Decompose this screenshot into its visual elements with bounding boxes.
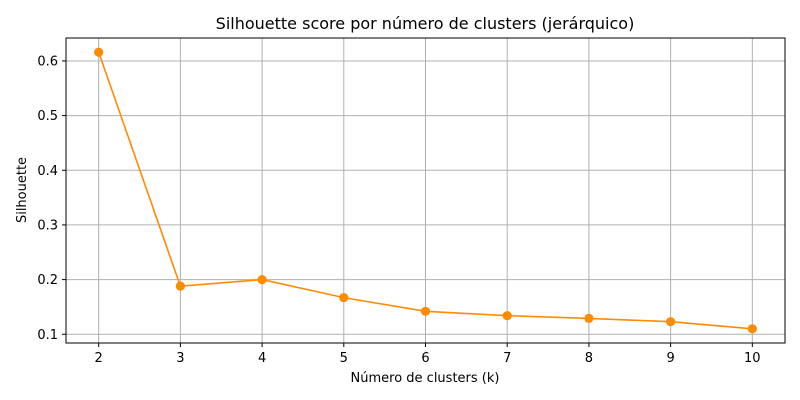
data-point [94,47,104,57]
x-tick-label: 3 [176,351,184,366]
data-point [666,317,676,327]
x-tick-label: 7 [503,351,511,366]
data-point [420,306,431,316]
y-tick-label: 0.6 [37,54,58,69]
x-tick-label: 5 [340,351,348,366]
chart-title: Silhouette score por número de clusters … [216,14,635,33]
x-tick-label: 8 [585,351,593,366]
x-tick-label: 6 [421,351,429,366]
y-tick-label: 0.5 [37,109,58,124]
y-axis: 0.1 0.2 0.3 0.4 0.5 0.6 [37,54,66,343]
y-tick-label: 0.4 [37,164,58,179]
data-point [584,313,594,324]
x-tick-label: 2 [95,351,103,366]
y-tick-label: 0.3 [37,218,58,233]
grid [66,38,785,343]
data-point [339,293,349,303]
data-point [502,311,512,321]
data-point [747,324,757,334]
x-axis: 2 3 4 5 6 7 8 9 10 [95,343,761,366]
x-axis-title: Número de clusters (k) [351,371,500,386]
x-tick-label: 4 [258,351,266,366]
x-tick-label: 10 [744,351,761,366]
y-tick-label: 0.2 [37,273,58,288]
y-axis-title: Silhouette [15,157,30,223]
x-tick-label: 9 [666,351,674,366]
data-point [257,274,267,285]
data-point [175,281,185,291]
series-layer [94,47,757,334]
y-tick-label: 0.1 [37,328,58,343]
